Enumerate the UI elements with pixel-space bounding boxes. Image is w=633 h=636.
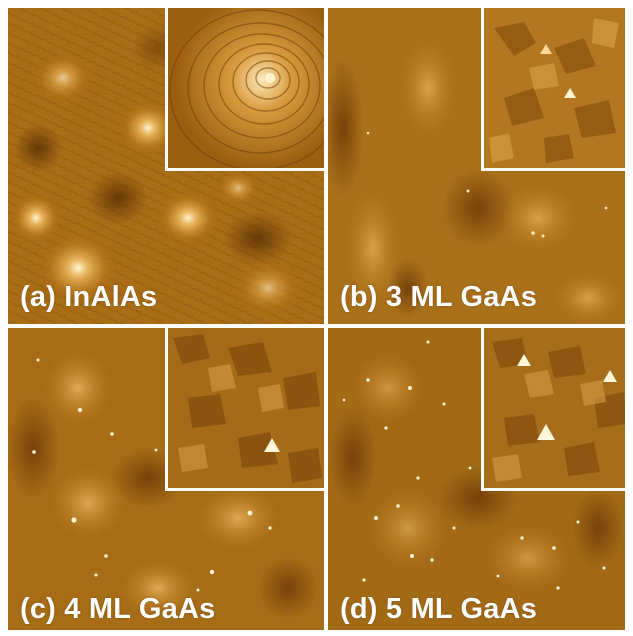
inset-zoom-b — [481, 8, 625, 171]
panel-label-d: (d) 5 ML GaAs — [340, 593, 538, 625]
inset-zoom-a — [165, 8, 324, 171]
inset-image-b — [484, 8, 625, 168]
inset-image-a — [168, 8, 324, 168]
inset-image-d — [484, 328, 625, 488]
inset-zoom-c — [165, 328, 324, 491]
panel-d-5ml-gaas: (d) 5 ML GaAs — [328, 328, 625, 630]
panel-a-inalas: (a) InAlAs — [8, 8, 324, 324]
panel-label-c: (c) 4 ML GaAs — [20, 593, 216, 625]
inset-image-c — [168, 328, 324, 488]
panel-label-a: (a) InAlAs — [20, 281, 158, 313]
inset-zoom-d — [481, 328, 625, 491]
panel-c-4ml-gaas: (c) 4 ML GaAs — [8, 328, 324, 630]
panel-label-b: (b) 3 ML GaAs — [340, 281, 538, 313]
panel-b-3ml-gaas: (b) 3 ML GaAs — [328, 8, 625, 324]
